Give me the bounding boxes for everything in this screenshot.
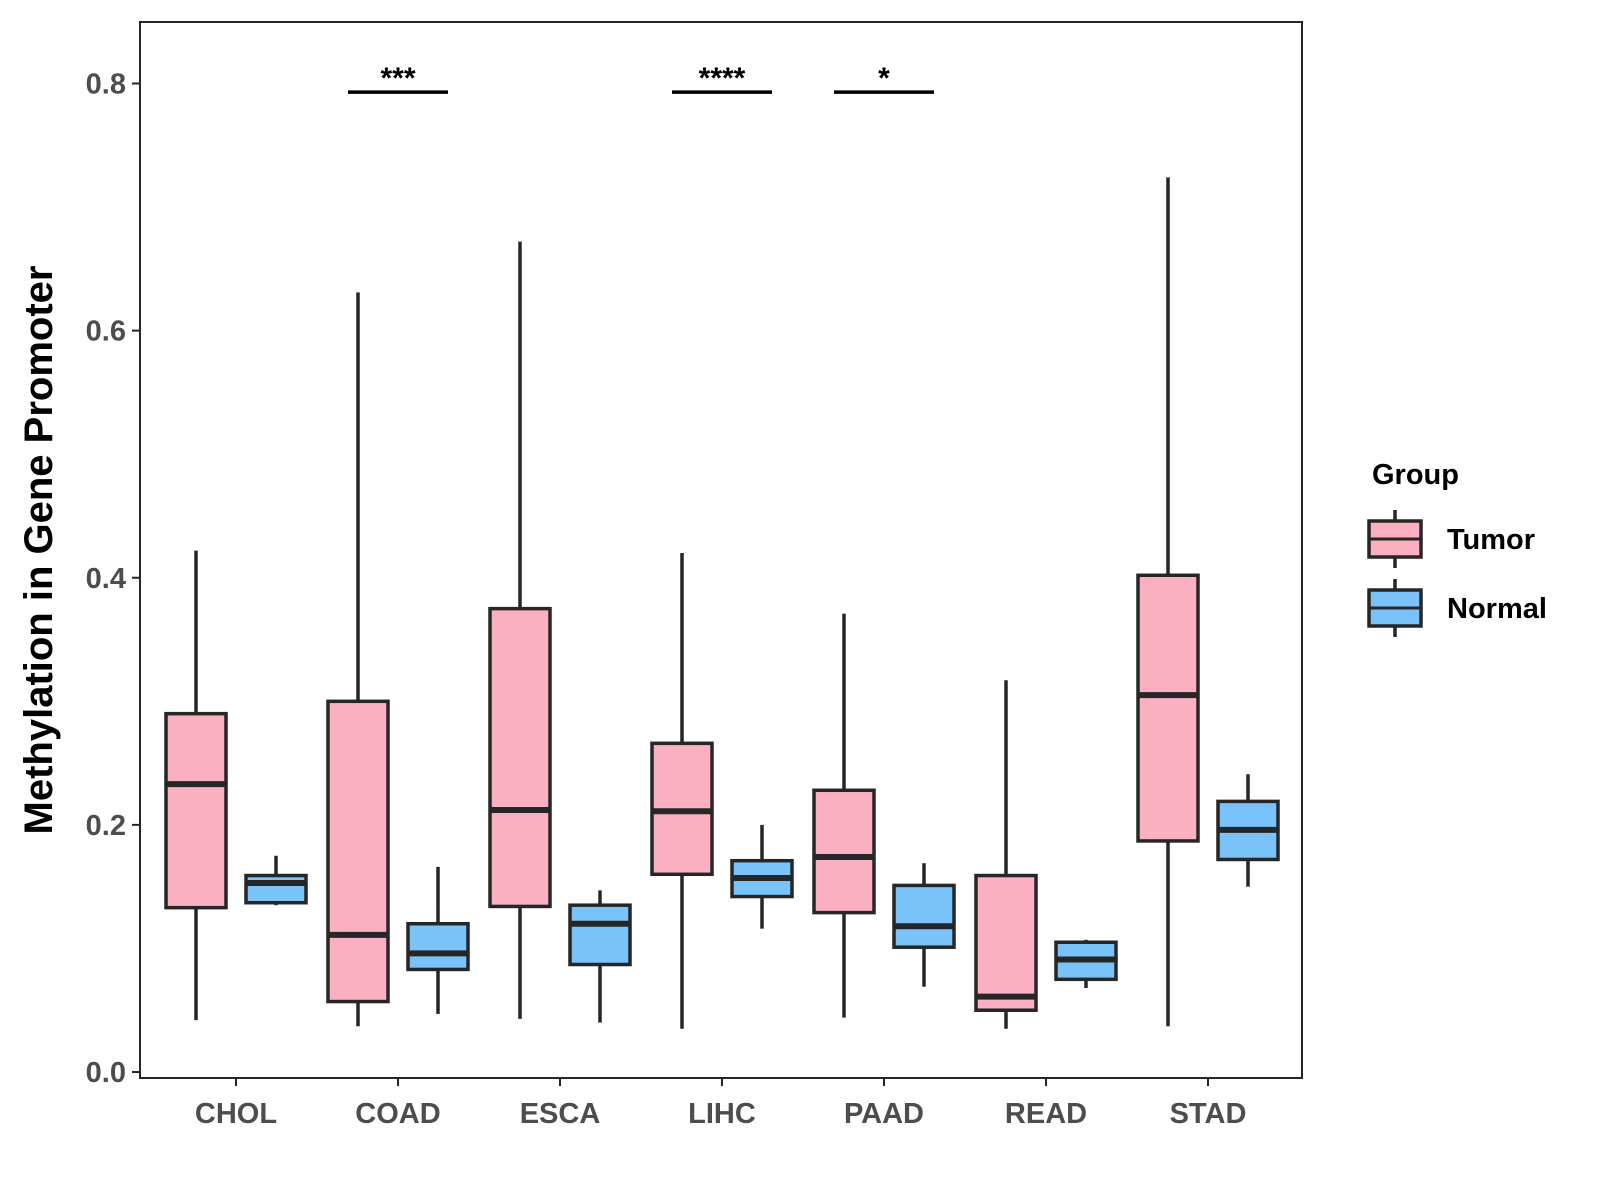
iqr-box [568, 903, 632, 967]
iqr-box [892, 883, 956, 949]
iqr-box [244, 873, 308, 905]
y-tick-label: 0.6 [86, 316, 126, 348]
plot-panel [139, 21, 1303, 1079]
x-axis: CHOL COAD ESCA LIHC PAAD READ STAD [195, 1078, 1246, 1130]
tumor-box-coad [326, 292, 390, 1027]
y-tick-label: 0.4 [86, 563, 126, 595]
x-tick-label: STAD [1170, 1098, 1247, 1130]
legend-label: Normal [1447, 593, 1547, 625]
iqr-box [488, 606, 552, 909]
tumor-box-read [974, 680, 1038, 1029]
x-tick-label: PAAD [844, 1098, 924, 1130]
tumor-box-esca [488, 241, 552, 1019]
iqr-box [1136, 573, 1200, 843]
y-axis: 0.0 0.2 0.4 0.6 0.8 [86, 69, 140, 1089]
iqr-box [406, 921, 470, 972]
normal-box-chol [244, 855, 308, 906]
boxes-layer [164, 177, 1280, 1029]
x-tick-label: CHOL [195, 1098, 277, 1130]
legend-label: Tumor [1447, 524, 1535, 556]
normal-box-coad [406, 866, 470, 1014]
y-tick-label: 0.8 [86, 69, 126, 101]
normal-box-lihc [730, 824, 794, 929]
tumor-box-stad [1136, 177, 1200, 1027]
legend-title: Group [1372, 459, 1459, 491]
x-tick-label: ESCA [520, 1098, 601, 1130]
iqr-box [326, 699, 390, 1004]
significance-label: * [878, 62, 890, 95]
normal-box-stad [1216, 774, 1280, 887]
iqr-box [974, 873, 1038, 1012]
normal-box-paad [892, 863, 956, 987]
tumor-box-lihc [650, 553, 714, 1029]
normal-box-read [1054, 939, 1118, 988]
y-tick-label: 0.2 [86, 810, 126, 842]
iqr-box [164, 711, 228, 910]
tumor-box-paad [812, 613, 876, 1018]
significance-label: **** [699, 62, 746, 95]
legend-item-normal: Normal [1367, 579, 1547, 637]
y-tick-label: 0.0 [86, 1057, 126, 1089]
x-tick-label: LIHC [688, 1098, 756, 1130]
significance-label: *** [380, 62, 415, 95]
x-tick-label: COAD [355, 1098, 440, 1130]
iqr-box [812, 788, 876, 915]
tumor-box-chol [164, 550, 228, 1021]
normal-box-esca [568, 890, 632, 1023]
y-axis-title: Methylation in Gene Promoter [17, 266, 61, 835]
legend: Group Tumor Normal [1367, 459, 1547, 637]
legend-item-tumor: Tumor [1367, 510, 1535, 568]
significance-annotations: *** **** * [348, 62, 934, 95]
x-tick-label: READ [1005, 1098, 1087, 1130]
